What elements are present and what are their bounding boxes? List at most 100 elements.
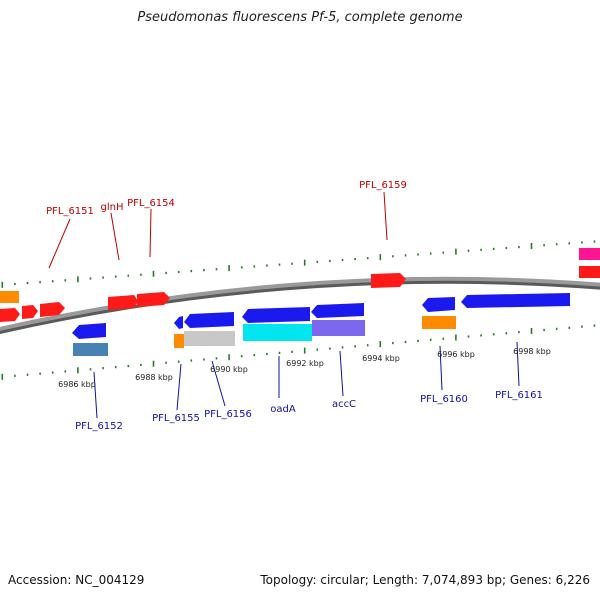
upper-track-dot <box>51 280 54 283</box>
lower-track-dot <box>404 340 407 344</box>
upper-track-dot <box>89 277 92 280</box>
lower-track-dot <box>455 334 457 341</box>
upper-track-dot <box>291 262 293 265</box>
upper-track-dot <box>190 269 193 273</box>
lower-track-dot <box>593 324 596 327</box>
gene-small-red-2[interactable] <box>40 302 65 317</box>
label-pfl6151: PFL_6151 <box>46 206 94 217</box>
forward-genes <box>0 248 600 322</box>
upper-track-dot <box>140 273 142 276</box>
lower-track-dot <box>165 361 167 364</box>
gene-pfl6156[interactable] <box>184 331 235 346</box>
lower-track-dot <box>102 367 104 370</box>
upper-track-dot <box>568 242 571 245</box>
lower-track-dot <box>127 364 130 368</box>
scale-label-6992: 6992 kbp <box>286 359 324 368</box>
gene-magenta[interactable] <box>579 248 600 260</box>
lower-track-dot <box>14 374 16 377</box>
upper-track-dot <box>39 281 41 284</box>
gene-pfl6152-steel[interactable] <box>73 343 108 356</box>
lower-track-dot <box>203 358 205 361</box>
upper-track-dot <box>492 247 495 251</box>
lower-track-dot <box>316 348 319 351</box>
label-pfl6161: PFL_6161 <box>495 390 543 401</box>
upper-track-dot <box>581 241 583 244</box>
upper-track-dot <box>152 270 155 277</box>
lower-track-dot <box>505 332 508 335</box>
lower-track-dot <box>228 354 230 361</box>
upper-track-dot <box>102 276 104 279</box>
lower-track-dot <box>392 341 394 345</box>
lower-track-dot <box>114 365 117 369</box>
upper-track-dot <box>429 252 432 255</box>
lower-track-dot <box>140 363 142 367</box>
gene-pfl6161[interactable] <box>461 293 570 308</box>
lower-track-dot <box>253 353 256 357</box>
upper-track-dot <box>64 279 67 282</box>
gene-orange-left[interactable] <box>0 291 19 303</box>
leader-lines <box>48 191 520 419</box>
gene-pfl6159[interactable] <box>371 273 406 288</box>
upper-track-dot <box>26 282 29 285</box>
lower-track-dot <box>581 325 583 328</box>
label-pfl6156: PFL_6156 <box>204 409 252 420</box>
upper-track-dot <box>555 243 558 246</box>
scale-label-6988: 6988 kbp <box>135 373 173 382</box>
upper-track-dot <box>114 275 117 278</box>
upper-track-dot <box>228 265 230 272</box>
lower-track-dot <box>77 367 79 374</box>
upper-track-dot <box>530 243 533 250</box>
upper-track-dot <box>480 248 482 251</box>
gene-pfl6155[interactable] <box>184 312 234 328</box>
label-accC: accC <box>332 399 356 410</box>
upper-track-dot <box>366 257 369 260</box>
lower-track-dot <box>291 350 293 353</box>
upper-track-dot <box>593 240 596 243</box>
genome-summary-text: Topology: circular; Length: 7,074,893 bp… <box>260 573 590 587</box>
upper-track-dot <box>392 255 394 258</box>
gene-accC[interactable] <box>311 303 364 318</box>
gene-oadA-cyan[interactable] <box>243 324 312 341</box>
reverse-genes <box>72 293 570 356</box>
gene-oadA[interactable] <box>242 307 310 323</box>
upper-track-dot <box>518 245 520 249</box>
upper-track-dot <box>278 263 281 266</box>
lower-track-dot <box>278 351 281 355</box>
gene-red-right[interactable] <box>579 266 600 278</box>
gene-pfl6154[interactable] <box>137 292 170 307</box>
upper-track-dot <box>505 246 508 250</box>
label-pfl6160: PFL_6160 <box>420 394 468 405</box>
upper-track-dot <box>14 282 16 286</box>
gene-small-blue[interactable] <box>174 316 183 329</box>
dotted-tracks <box>1 240 596 380</box>
lower-track-dot <box>417 339 419 342</box>
lower-track-dot <box>1 373 4 380</box>
upper-track-dot <box>354 257 356 261</box>
gene-accC-purple[interactable] <box>312 320 365 336</box>
gene-pfl6155-orange[interactable] <box>174 334 184 348</box>
gene-glnH[interactable] <box>108 295 138 310</box>
lower-track-dot <box>366 344 369 347</box>
label-oadA: oadA <box>270 404 296 415</box>
upper-track-dot <box>404 254 407 257</box>
scale-label-6986: 6986 kbp <box>58 380 96 389</box>
gene-small-red-1[interactable] <box>22 305 38 319</box>
gene-pfl6160[interactable] <box>422 297 455 312</box>
lower-track-dot <box>568 326 571 329</box>
lower-track-dot <box>429 338 432 341</box>
lower-track-dot <box>518 331 520 334</box>
upper-track-dot <box>417 253 419 256</box>
scale-label-6990: 6990 kbp <box>210 365 248 374</box>
genome-backbone <box>0 276 600 331</box>
upper-track-dot <box>127 274 130 277</box>
gene-pfl6152[interactable] <box>72 323 106 339</box>
lower-track-dot <box>190 359 193 362</box>
gene-pfl6160-orange[interactable] <box>422 316 456 329</box>
lower-track-dot <box>379 341 382 348</box>
upper-track-dot <box>543 244 545 247</box>
upper-track-dot <box>215 268 218 271</box>
upper-track-dot <box>203 269 205 272</box>
gene-pfl6151[interactable] <box>0 308 20 322</box>
label-glnH: glnH <box>101 202 124 213</box>
upper-track-dot <box>455 248 457 255</box>
